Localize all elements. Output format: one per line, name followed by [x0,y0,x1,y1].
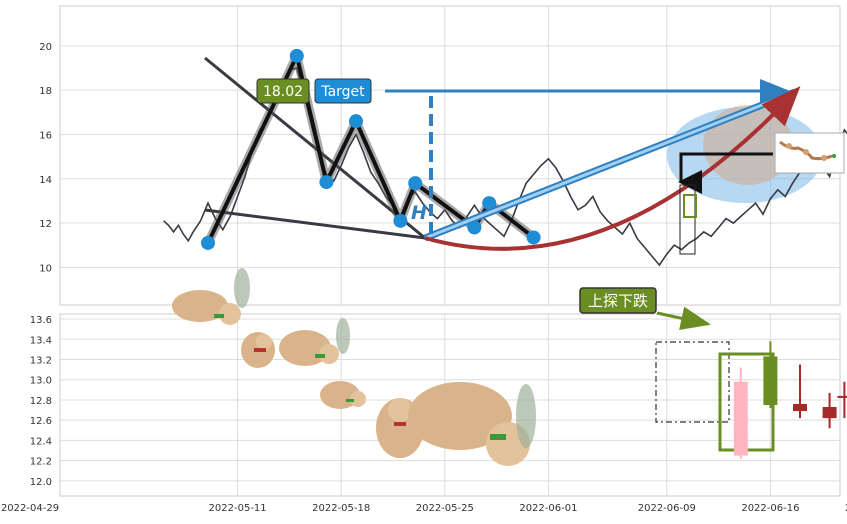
small-green-box [683,194,697,218]
pattern-thumbnail [774,132,845,174]
candle-body [733,381,748,456]
price-label-text: 18.02 [263,84,303,100]
lower-y-tick-label: 12.2 [30,457,52,468]
upper-y-tick-label: 14 [39,175,52,186]
elbow-arrow [678,152,773,194]
upper-y-axis: 10 12 14 16 18 20 [39,42,52,274]
candlesticks [733,341,847,459]
upper-y-tick-label: 10 [39,263,52,274]
marker-letter: H [411,202,427,224]
small-range-box [679,184,696,255]
pattern-point [526,230,541,245]
candle-body [763,356,778,405]
lower-y-tick-label: 12.0 [30,477,52,488]
lower-panel-frame [59,313,841,497]
target-label-badge: Target [314,78,372,104]
x-tick-label: 2022-04-29 [1,503,59,514]
lower-y-axis: 12.0 12.2 12.4 12.6 12.8 13.0 13.2 13.4 13.6 [30,315,52,488]
target-label-text: Target [320,84,365,100]
candle-pattern-label: 上探下跌 [579,287,657,314]
x-axis: 2022-04-29 2022-05-11 2022-05-18 2022-05-25… [1,503,847,514]
pattern-point [289,48,304,63]
pattern-lower-trendline [204,208,426,240]
upper-y-tick-label: 12 [39,219,52,230]
x-tick-label: 2022-05-11 [209,503,267,514]
lower-y-tick-label: 12.6 [30,416,52,427]
upper-y-tick-label: 20 [39,42,52,53]
lower-y-tick-label: 12.4 [30,436,52,447]
upper-y-tick-label: 18 [39,86,52,97]
candle-body [822,407,837,419]
x-tick-label: 2022-06-16 [741,503,799,514]
candle-body [837,395,847,398]
lower-y-tick-label: 13.0 [30,376,52,387]
pattern-point [319,175,334,190]
candle-dashed-box [655,341,730,423]
decorative-dog-illustrations [172,268,536,466]
pattern-point [201,235,215,250]
upper-y-tick-label: 16 [39,130,52,141]
target-projection-inner [424,90,796,240]
pattern-point [408,176,423,191]
x-tick-label: 2022-06-23 [845,503,847,514]
pattern-point [467,220,482,235]
pattern-point [349,114,363,129]
rounded-bottom-curve [424,86,801,251]
x-tick-label: 2022-06-01 [519,503,577,514]
lower-y-tick-label: 13.4 [30,335,52,346]
x-tick-label: 2022-05-25 [416,503,474,514]
pattern-point [482,196,497,211]
lower-y-tick-label: 13.2 [30,356,52,367]
lower-y-tick-label: 13.6 [30,315,52,326]
candle-body [793,403,807,412]
candle-pattern-arrow [656,306,711,331]
lower-y-tick-label: 12.8 [30,396,52,407]
x-tick-label: 2022-05-18 [312,503,370,514]
candle-pattern-text: 上探下跌 [588,292,648,310]
x-tick-label: 2022-06-09 [638,503,696,514]
price-label-badge: 18.02 [256,78,310,104]
pattern-point [393,213,408,228]
